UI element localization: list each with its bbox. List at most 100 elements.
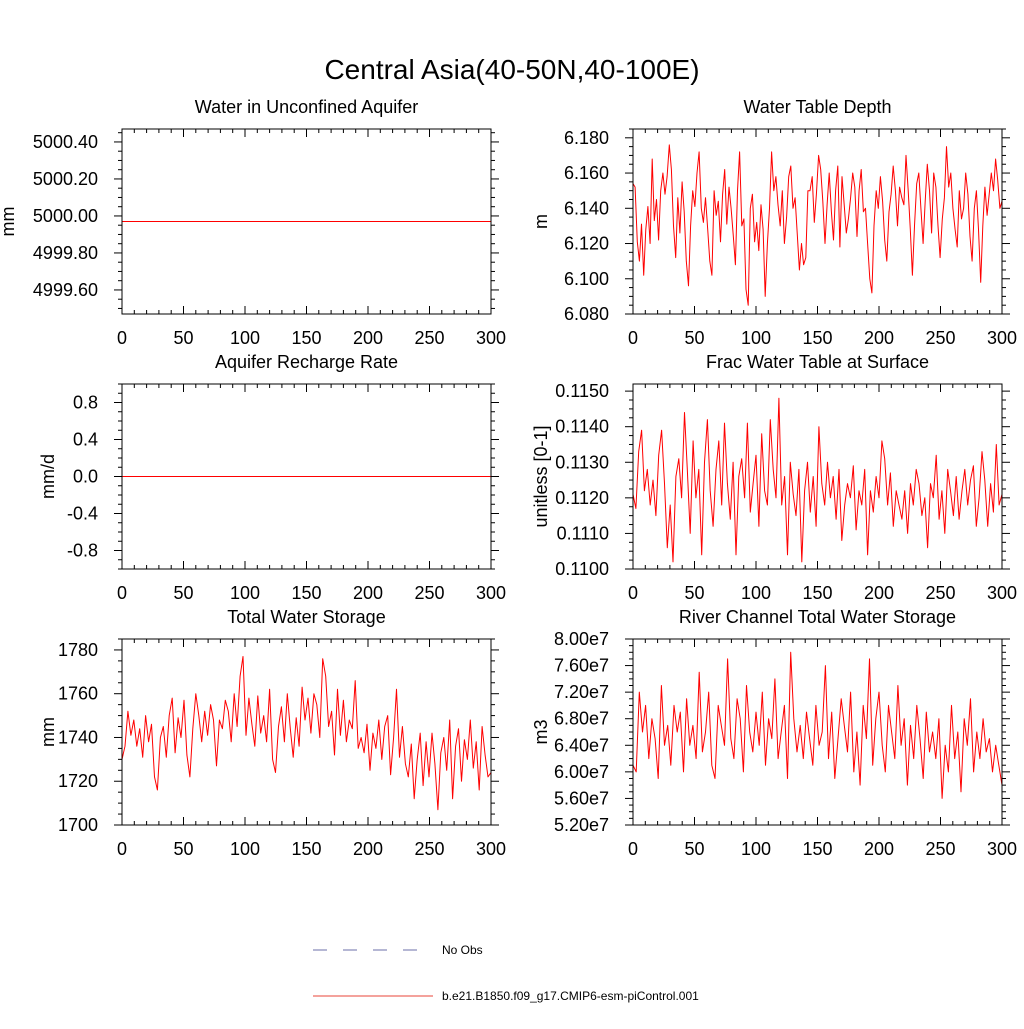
y-tick-label: 0.8: [73, 393, 98, 413]
y-tick-label: 0.1150: [555, 381, 609, 401]
y-tick-label: 1700: [58, 815, 98, 835]
y-axis-label: mm/d: [38, 454, 58, 499]
y-tick-label: 0.0: [73, 467, 98, 487]
y-tick-label: 0.4: [73, 430, 98, 450]
series-line: [632, 397, 1003, 563]
x-tick-label: 50: [173, 583, 193, 603]
x-tick-label: 0: [628, 839, 638, 859]
y-tick-label: 0.1110: [557, 523, 609, 543]
panel-title: Total Water Storage: [227, 607, 385, 627]
x-tick-label: 300: [476, 839, 506, 859]
x-tick-label: 0: [628, 583, 638, 603]
x-tick-label: 100: [741, 839, 771, 859]
y-tick-label: 6.80e7: [554, 709, 609, 729]
x-tick-label: 150: [291, 583, 321, 603]
y-tick-label: -0.8: [67, 541, 98, 561]
x-tick-label: 50: [173, 839, 193, 859]
panel-title: Aquifer Recharge Rate: [215, 352, 398, 372]
y-tick-label: 1760: [58, 684, 98, 704]
x-tick-label: 150: [291, 839, 321, 859]
y-axis-label: m: [531, 214, 551, 229]
y-tick-label: 6.080: [564, 304, 609, 324]
y-tick-label: 6.160: [564, 163, 609, 183]
panel-3: 0 50 100 150 200 250 300 -0.8 -0.4 0.0 0.4 0.8 Aquif…: [38, 352, 506, 603]
x-tick-label: 200: [353, 583, 383, 603]
x-tick-label: 150: [802, 839, 832, 859]
x-tick-label: 250: [925, 328, 955, 348]
x-tick-label: 50: [684, 583, 704, 603]
y-tick-label: 6.180: [564, 128, 609, 148]
y-tick-label: 7.20e7: [554, 682, 609, 702]
panel-1: 0 50 100 150 200 250 300 4999.60 4999.80 5000.00 5…: [0, 97, 506, 348]
x-tick-label: 300: [987, 839, 1017, 859]
x-tick-label: 200: [864, 583, 894, 603]
series-line: [632, 144, 1003, 306]
y-tick-label: 1780: [58, 640, 98, 660]
y-tick-label: 5.60e7: [554, 788, 609, 808]
x-tick-label: 100: [230, 583, 260, 603]
x-tick-label: 200: [353, 839, 383, 859]
x-tick-label: 250: [414, 328, 444, 348]
x-tick-label: 150: [802, 328, 832, 348]
panel-6: 0 50 100 150 200 250 300 5.20e7 5.60e7 6.00e7 6.40…: [531, 607, 1017, 859]
y-tick-label: 6.40e7: [554, 735, 609, 755]
y-tick-label: 1720: [58, 771, 98, 791]
x-tick-label: 200: [864, 328, 894, 348]
x-tick-label: 0: [117, 583, 127, 603]
y-tick-label: 8.00e7: [554, 629, 609, 649]
y-axis-label: m3: [531, 719, 551, 744]
y-tick-label: 7.60e7: [554, 656, 609, 676]
x-tick-label: 100: [230, 328, 260, 348]
x-tick-label: 250: [414, 583, 444, 603]
x-tick-label: 100: [230, 839, 260, 859]
x-tick-label: 50: [173, 328, 193, 348]
y-tick-label: 5000.00: [33, 206, 98, 226]
x-tick-label: 300: [476, 583, 506, 603]
y-axis-label: unitless [0-1]: [531, 425, 551, 527]
y-axis-label: mm: [0, 207, 18, 237]
x-tick-label: 200: [864, 839, 894, 859]
panel-title: Water Table Depth: [743, 97, 891, 117]
panel-title: Water in Unconfined Aquifer: [195, 97, 418, 117]
x-tick-label: 300: [987, 328, 1017, 348]
x-tick-label: 0: [117, 328, 127, 348]
panel-4: 0 50 100 150 200 250 300 0.1100 0.1110 0.1120 0.11…: [531, 352, 1017, 603]
x-tick-label: 100: [741, 583, 771, 603]
y-tick-label: -0.4: [67, 504, 98, 524]
series-line: [632, 651, 1003, 799]
y-tick-label: 0.1120: [555, 488, 609, 508]
x-tick-label: 150: [291, 328, 321, 348]
panel-title: Frac Water Table at Surface: [706, 352, 929, 372]
series-line: [121, 656, 492, 811]
y-tick-label: 6.120: [564, 234, 609, 254]
x-tick-label: 250: [925, 583, 955, 603]
y-tick-label: 0.1140: [555, 417, 609, 437]
y-tick-label: 4999.80: [33, 243, 98, 263]
y-tick-label: 5000.20: [33, 169, 98, 189]
y-tick-label: 5000.40: [33, 132, 98, 152]
legend-label-no-obs: No Obs: [442, 943, 483, 957]
panel-title: River Channel Total Water Storage: [679, 607, 956, 627]
y-tick-label: 0.1100: [555, 559, 609, 579]
legend-label-model: b.e21.B1850.f09_g17.CMIP6-esm-piControl.…: [442, 989, 699, 1003]
x-tick-label: 300: [476, 328, 506, 348]
x-tick-label: 50: [684, 839, 704, 859]
y-tick-label: 6.140: [564, 198, 609, 218]
legend: No Obs b.e21.B1850.f09_g17.CMIP6-esm-piC…: [313, 943, 699, 1003]
y-tick-label: 6.100: [564, 269, 609, 289]
y-tick-label: 6.00e7: [554, 762, 609, 782]
x-tick-label: 250: [925, 839, 955, 859]
y-tick-label: 5.20e7: [554, 815, 609, 835]
x-tick-label: 0: [628, 328, 638, 348]
y-tick-label: 1740: [58, 727, 98, 747]
x-tick-label: 50: [684, 328, 704, 348]
y-tick-label: 4999.60: [33, 280, 98, 300]
x-tick-label: 200: [353, 328, 383, 348]
plot-frame: [632, 638, 1003, 826]
main-title: Central Asia(40-50N,40-100E): [324, 54, 699, 85]
x-tick-label: 0: [117, 839, 127, 859]
y-axis-label: mm: [38, 717, 58, 747]
x-tick-label: 100: [741, 328, 771, 348]
